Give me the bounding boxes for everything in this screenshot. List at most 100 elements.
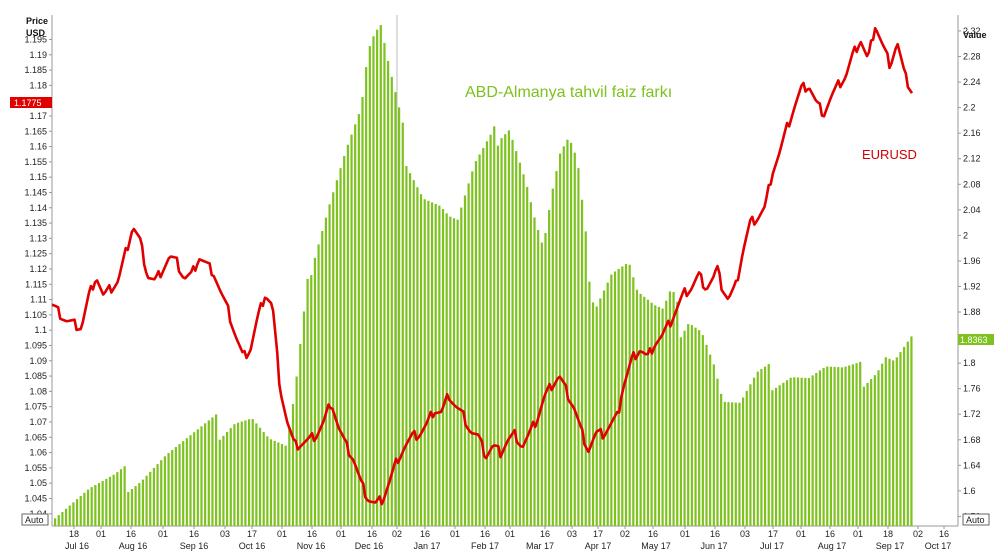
- bar: [244, 420, 247, 526]
- x-day-label: 16: [648, 529, 658, 539]
- bar: [306, 278, 309, 526]
- left-tick-label: 1.135: [24, 218, 47, 228]
- x-day-label: 18: [883, 529, 893, 539]
- bar: [383, 42, 386, 527]
- x-month-label: Aug 16: [119, 541, 148, 551]
- bar: [262, 432, 265, 526]
- bar: [562, 146, 565, 526]
- left-tick-label: 1.145: [24, 187, 47, 197]
- bar: [200, 426, 203, 526]
- left-axis-title-line1: Price: [26, 16, 48, 26]
- left-tick-label: 1.115: [25, 279, 47, 289]
- bar: [873, 375, 876, 526]
- bar: [745, 390, 748, 526]
- bar: [405, 166, 408, 526]
- bar: [145, 475, 148, 526]
- line-series-label: EURUSD: [862, 147, 917, 162]
- bar: [64, 508, 68, 526]
- bar: [785, 380, 789, 526]
- bar: [672, 292, 675, 526]
- bar: [127, 492, 130, 526]
- left-tick-label: 1.18: [29, 80, 47, 90]
- bar: [86, 489, 90, 526]
- bar: [149, 471, 152, 526]
- left-tick-label: 1.095: [24, 340, 47, 350]
- x-day-label: 01: [96, 529, 106, 539]
- bar: [196, 429, 199, 526]
- bar: [273, 440, 276, 526]
- x-day-label: 16: [710, 529, 720, 539]
- bar: [555, 171, 558, 526]
- bar: [295, 376, 298, 526]
- bar: [108, 476, 112, 526]
- bar: [463, 195, 467, 526]
- bar: [423, 199, 426, 526]
- bar: [54, 518, 57, 526]
- bar: [269, 439, 273, 526]
- x-day-label: 16: [825, 529, 835, 539]
- bar: [639, 293, 642, 526]
- bar: [90, 487, 93, 526]
- bar: [870, 379, 873, 526]
- auto-button-left-label: Auto: [25, 515, 44, 525]
- bar: [449, 216, 452, 526]
- bar: [445, 213, 448, 527]
- bar: [712, 364, 715, 526]
- x-month-label: Jan 17: [413, 541, 440, 551]
- bar: [354, 124, 357, 527]
- bar: [211, 417, 214, 526]
- bar: [540, 242, 543, 527]
- bar: [482, 147, 485, 526]
- right-tick-label: 1.96: [963, 256, 981, 266]
- x-day-label: 16: [420, 529, 430, 539]
- bar: [774, 387, 778, 526]
- bar: [899, 352, 902, 526]
- x-day-label: 02: [913, 529, 923, 539]
- bar: [496, 145, 500, 526]
- bar: [910, 336, 913, 526]
- bar: [328, 204, 331, 526]
- bar: [599, 298, 602, 526]
- bar: [485, 141, 489, 527]
- left-tick-label: 1.06: [29, 448, 47, 458]
- right-axis-ticks: 1.561.61.641.681.721.761.81.841.881.921.…: [958, 26, 981, 521]
- bar: [368, 46, 371, 527]
- bar: [398, 107, 401, 527]
- x-day-label: 03: [567, 529, 577, 539]
- bar: [855, 363, 858, 526]
- bar: [537, 230, 540, 527]
- bar: [888, 358, 891, 526]
- bar: [643, 296, 646, 526]
- bar: [251, 419, 254, 526]
- bar: [163, 456, 166, 526]
- bar: [105, 478, 108, 526]
- bar: [134, 486, 137, 526]
- bar: [906, 341, 909, 526]
- bar: [317, 244, 320, 526]
- left-tick-label: 1.1: [34, 325, 47, 335]
- bar: [215, 414, 218, 526]
- left-tick-label: 1.055: [24, 463, 47, 473]
- left-current-value: 1.1775: [14, 98, 42, 108]
- bar: [551, 188, 554, 527]
- x-day-label: 16: [307, 529, 317, 539]
- auto-button-left[interactable]: [21, 513, 49, 526]
- right-tick-label: 2.08: [963, 179, 981, 189]
- left-tick-label: 1.05: [29, 478, 47, 488]
- bar: [68, 505, 71, 526]
- right-tick-label: 2.28: [963, 52, 981, 62]
- left-tick-label: 1.12: [29, 264, 47, 274]
- left-tick-label: 1.165: [24, 126, 47, 136]
- bar: [299, 343, 302, 526]
- bar-series-label: ABD-Almanya tahvil faiz farkı: [465, 84, 672, 101]
- bar: [390, 76, 393, 527]
- bar: [123, 466, 126, 526]
- bar: [727, 402, 730, 526]
- bar: [635, 289, 639, 526]
- bar: [862, 386, 865, 526]
- bar: [829, 366, 833, 526]
- left-tick-label: 1.14: [29, 203, 47, 213]
- auto-button-right[interactable]: [962, 513, 990, 526]
- bar: [372, 36, 375, 526]
- bar: [236, 422, 240, 526]
